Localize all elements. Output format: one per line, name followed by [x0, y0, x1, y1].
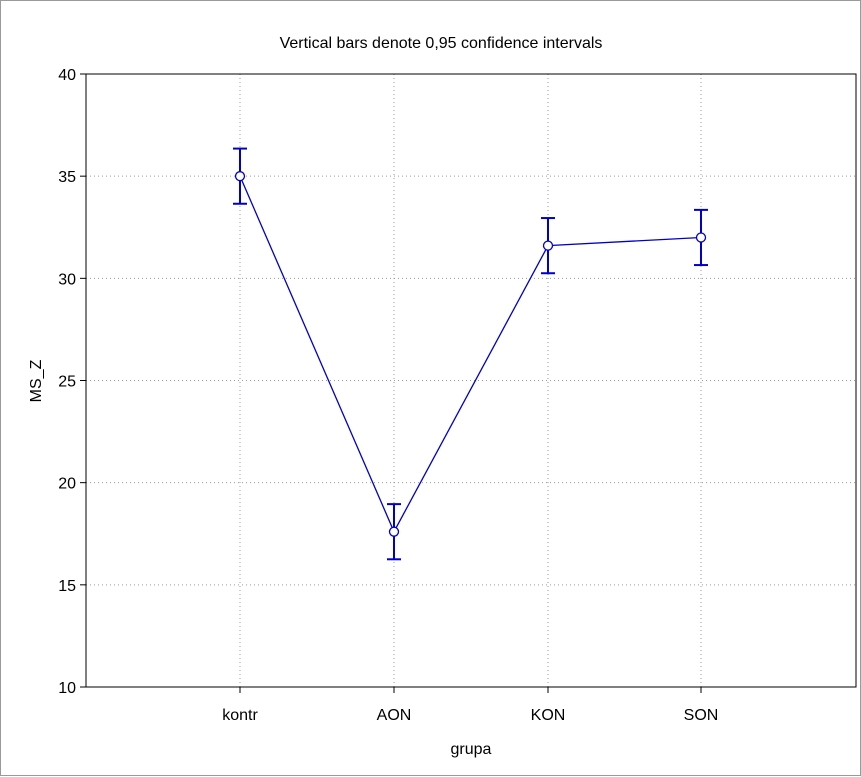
y-tick-label: 25: [58, 374, 76, 391]
y-axis-ticks: 10 15 20 25 30 35 40: [58, 67, 86, 697]
y-tick-label: 15: [58, 578, 76, 595]
x-axis-ticks: kontr AON KON SON: [222, 687, 718, 724]
x-axis-label: grupa: [451, 741, 492, 758]
data-point: [542, 240, 554, 251]
x-tick-label: AON: [377, 707, 412, 724]
chart-title: Vertical bars denote 0,95 confidence int…: [280, 35, 603, 52]
y-tick-label: 30: [58, 271, 76, 288]
series-layer: [233, 147, 708, 561]
data-point: [234, 171, 246, 182]
y-tick-label: 20: [58, 476, 76, 493]
y-axis-label: MS_Z: [28, 359, 45, 402]
y-tick-label: 35: [58, 169, 76, 186]
x-tick-label: kontr: [222, 707, 258, 724]
data-point: [695, 232, 707, 243]
x-tick-label: SON: [684, 707, 719, 724]
x-tick-label: KON: [531, 707, 566, 724]
y-tick-label: 10: [58, 680, 76, 697]
grid-layer: [86, 74, 856, 687]
y-tick-label: 40: [58, 67, 76, 84]
series-line: [239, 175, 702, 534]
data-point: [388, 526, 400, 537]
